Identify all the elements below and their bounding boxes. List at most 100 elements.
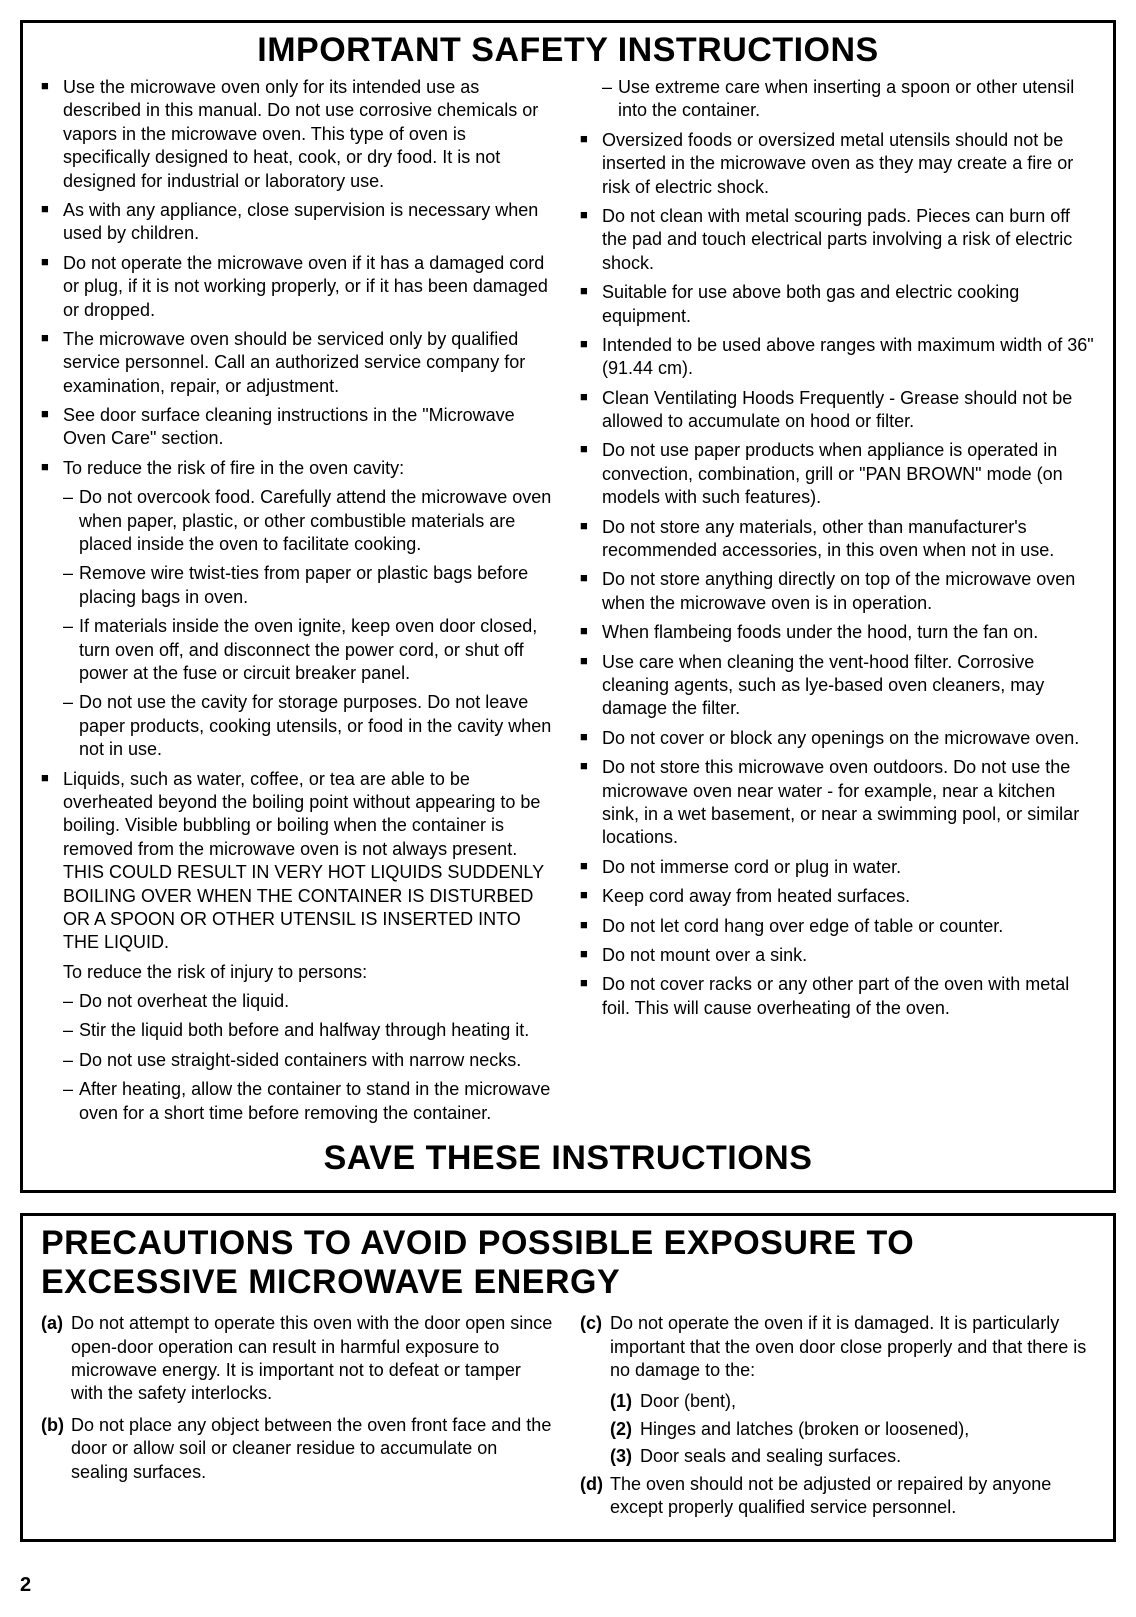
sub-text: After heating, allow the container to st…	[79, 1078, 556, 1125]
sub-item: –Remove wire twist-ties from paper or pl…	[63, 562, 556, 609]
bullet-marker: ■	[580, 205, 602, 275]
bullet-item: ■Clean Ventilating Hoods Frequently - Gr…	[580, 387, 1095, 434]
bullet-marker: ■	[580, 856, 602, 879]
safety-title: IMPORTANT SAFETY INSTRUCTIONS	[41, 31, 1095, 70]
precautions-right-column: (c)Do not operate the oven if it is dama…	[580, 1312, 1095, 1527]
bullet-marker: ■	[580, 129, 602, 199]
bullet-item: ■As with any appliance, close supervisio…	[41, 199, 556, 246]
bullet-marker: ■	[580, 915, 602, 938]
sub-marker: –	[63, 990, 79, 1013]
bullet-item: ■Oversized foods or oversized metal uten…	[580, 129, 1095, 199]
bullet-item: ■Do not store anything directly on top o…	[580, 568, 1095, 615]
bullet-marker: ■	[41, 404, 63, 451]
bullet-marker: ■	[580, 727, 602, 750]
bullet-text: Do not immerse cord or plug in water.	[602, 856, 1095, 879]
sub-item: –Use extreme care when inserting a spoon…	[602, 76, 1095, 123]
bullet-marker: ■	[580, 651, 602, 721]
bullet-marker: ■	[41, 768, 63, 955]
bullet-text: As with any appliance, close supervision…	[63, 199, 556, 246]
bullet-text: Do not clean with metal scouring pads. P…	[602, 205, 1095, 275]
numbered-marker: (2)	[610, 1418, 640, 1441]
numbered-text: Door (bent),	[640, 1390, 1095, 1413]
lettered-text: Do not place any object between the oven…	[71, 1414, 556, 1484]
bullet-marker: ■	[580, 516, 602, 563]
bullet-marker: ■	[41, 252, 63, 322]
sub-text: Stir the liquid both before and halfway …	[79, 1019, 556, 1042]
bullet-item: ■Use the microwave oven only for its int…	[41, 76, 556, 193]
lettered-item: (a)Do not attempt to operate this oven w…	[41, 1312, 556, 1406]
bullet-item: ■Do not store this microwave oven outdoo…	[580, 756, 1095, 850]
sub-marker: –	[63, 1078, 79, 1125]
bullet-item: ■To reduce the risk of fire in the oven …	[41, 457, 556, 480]
sub-text: Do not overheat the liquid.	[79, 990, 556, 1013]
bullet-item: ■Do not mount over a sink.	[580, 944, 1095, 967]
bullet-item: ■Intended to be used above ranges with m…	[580, 334, 1095, 381]
sub-marker: –	[63, 486, 79, 556]
bullet-item: ■Do not use paper products when applianc…	[580, 439, 1095, 509]
bullet-text: Clean Ventilating Hoods Frequently - Gre…	[602, 387, 1095, 434]
bullet-text: Oversized foods or oversized metal utens…	[602, 129, 1095, 199]
safety-columns: ■Use the microwave oven only for its int…	[41, 76, 1095, 1131]
sub-marker: –	[602, 76, 618, 123]
bullet-item: ■Keep cord away from heated surfaces.	[580, 885, 1095, 908]
sub-text: Do not use straight-sided containers wit…	[79, 1049, 556, 1072]
safety-instructions-box: IMPORTANT SAFETY INSTRUCTIONS ■Use the m…	[20, 20, 1116, 1193]
bullet-item: ■Do not let cord hang over edge of table…	[580, 915, 1095, 938]
bullet-text: Suitable for use above both gas and elec…	[602, 281, 1095, 328]
bullet-marker: ■	[580, 944, 602, 967]
bullet-text: Do not cover or block any openings on th…	[602, 727, 1095, 750]
lettered-marker: (b)	[41, 1414, 71, 1484]
bullet-marker: ■	[41, 76, 63, 193]
bullet-marker: ■	[580, 756, 602, 850]
bullet-text: Do not mount over a sink.	[602, 944, 1095, 967]
bullet-text: Use the microwave oven only for its inte…	[63, 76, 556, 193]
sub-text: If materials inside the oven ignite, kee…	[79, 615, 556, 685]
safety-right-column: –Use extreme care when inserting a spoon…	[580, 76, 1095, 1131]
precautions-columns: (a)Do not attempt to operate this oven w…	[41, 1312, 1095, 1527]
lettered-text: The oven should not be adjusted or repai…	[610, 1473, 1095, 1520]
sub-text: Do not use the cavity for storage purpos…	[79, 691, 556, 761]
bullet-item: ■Do not store any materials, other than …	[580, 516, 1095, 563]
lettered-text: Do not attempt to operate this oven with…	[71, 1312, 556, 1406]
bullet-text: Do not let cord hang over edge of table …	[602, 915, 1095, 938]
bullet-text: Keep cord away from heated surfaces.	[602, 885, 1095, 908]
bullet-text: Do not store this microwave oven outdoor…	[602, 756, 1095, 850]
bullet-marker: ■	[580, 885, 602, 908]
sub-item: –Do not use the cavity for storage purpo…	[63, 691, 556, 761]
plain-text: To reduce the risk of injury to persons:	[63, 961, 556, 984]
numbered-sub: (3)Door seals and sealing surfaces.	[610, 1445, 1095, 1468]
bullet-item: ■Do not immerse cord or plug in water.	[580, 856, 1095, 879]
lettered-item: (d)The oven should not be adjusted or re…	[580, 1473, 1095, 1520]
bullet-item: ■Do not clean with metal scouring pads. …	[580, 205, 1095, 275]
numbered-marker: (1)	[610, 1390, 640, 1413]
bullet-item: ■When flambeing foods under the hood, tu…	[580, 621, 1095, 644]
lettered-text: Do not operate the oven if it is damaged…	[610, 1312, 1095, 1382]
sub-marker: –	[63, 691, 79, 761]
sub-item: –Stir the liquid both before and halfway…	[63, 1019, 556, 1042]
numbered-text: Door seals and sealing surfaces.	[640, 1445, 1095, 1468]
bullet-text: Do not cover racks or any other part of …	[602, 973, 1095, 1020]
sub-text: Remove wire twist-ties from paper or pla…	[79, 562, 556, 609]
bullet-text: The microwave oven should be serviced on…	[63, 328, 556, 398]
sub-text: Do not overcook food. Carefully attend t…	[79, 486, 556, 556]
bullet-marker: ■	[580, 439, 602, 509]
numbered-marker: (3)	[610, 1445, 640, 1468]
bullet-item: ■See door surface cleaning instructions …	[41, 404, 556, 451]
bullet-item: ■Liquids, such as water, coffee, or tea …	[41, 768, 556, 955]
sub-marker: –	[63, 615, 79, 685]
bullet-item: ■Do not cover or block any openings on t…	[580, 727, 1095, 750]
sub-item: –After heating, allow the container to s…	[63, 1078, 556, 1125]
sub-text: Use extreme care when inserting a spoon …	[618, 76, 1095, 123]
sub-marker: –	[63, 1019, 79, 1042]
bullet-text: See door surface cleaning instructions i…	[63, 404, 556, 451]
bullet-item: ■Use care when cleaning the vent-hood fi…	[580, 651, 1095, 721]
sub-marker: –	[63, 562, 79, 609]
precautions-title: PRECAUTIONS TO AVOID POSSIBLE EXPOSURE T…	[41, 1224, 1095, 1302]
bullet-marker: ■	[580, 621, 602, 644]
numbered-text: Hinges and latches (broken or loosened),	[640, 1418, 1095, 1441]
bullet-text: When flambeing foods under the hood, tur…	[602, 621, 1095, 644]
bullet-marker: ■	[580, 387, 602, 434]
save-instructions-title: SAVE THESE INSTRUCTIONS	[41, 1139, 1095, 1178]
bullet-item: ■Do not cover racks or any other part of…	[580, 973, 1095, 1020]
numbered-sub: (1)Door (bent),	[610, 1390, 1095, 1413]
